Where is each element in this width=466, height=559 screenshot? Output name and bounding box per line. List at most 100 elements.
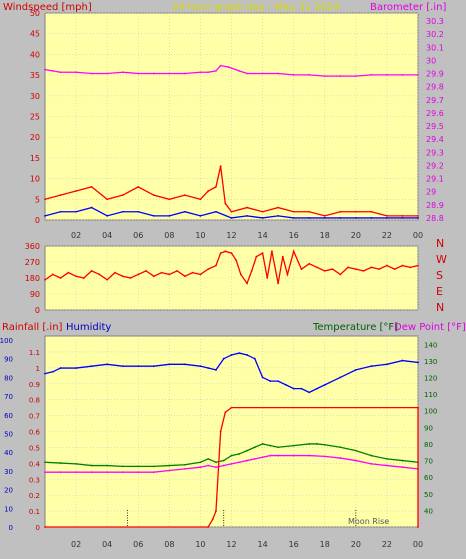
x-tick-label: 22: [382, 231, 392, 240]
wind-gust-point: [75, 190, 77, 192]
x-tick-label: 08: [164, 231, 174, 240]
humidity-y-tick-label: 80: [4, 374, 13, 382]
temperature-point: [316, 443, 318, 445]
x-tick-label: 02: [71, 231, 81, 240]
wind-average-point: [308, 217, 311, 219]
temperature-point: [401, 459, 404, 462]
humidity-point: [230, 354, 233, 356]
temperature-point: [386, 458, 388, 460]
barometer-point: [354, 75, 357, 78]
wind-direction-point: [183, 275, 186, 278]
x-tick-label: 04: [102, 540, 112, 549]
wind-direction-point: [82, 277, 85, 279]
temperature-y-tick-label: 80: [424, 441, 433, 449]
wind-y-tick-label: 40: [30, 50, 40, 59]
humidity-point: [386, 363, 388, 366]
wind-direction-point: [409, 266, 412, 269]
humidity-point: [316, 387, 318, 390]
barometer-point: [308, 73, 311, 76]
x-tick-label: 12: [226, 540, 236, 549]
dew-point-point: [370, 462, 373, 465]
dew-point-point: [168, 469, 171, 472]
wind-direction-point: [152, 275, 155, 278]
barometer-point: [339, 75, 342, 78]
dew-point-point: [339, 457, 342, 459]
rainfall-y-tick-label: 0.6: [29, 429, 41, 437]
rainfall-point: [224, 411, 227, 414]
barometer-point: [51, 70, 54, 72]
barometer-y-tick-label: 29.8: [426, 83, 444, 92]
wind-average-point: [339, 217, 342, 219]
wind-direction-point: [339, 273, 342, 276]
barometer-y-tick-label: 30.2: [426, 30, 444, 39]
wind-average-point: [106, 214, 109, 217]
temperature-point: [230, 454, 233, 457]
barometer-y-tick-label: 29: [426, 188, 436, 197]
wind-gust-point: [137, 185, 140, 188]
humidity-point: [284, 383, 287, 386]
barometer-y-tick-label: 30.3: [426, 17, 444, 26]
temperature-point: [269, 444, 272, 447]
dew-point-point: [215, 466, 217, 469]
temperature-y-tick-label: 50: [424, 491, 433, 499]
x-tick-label: 22: [382, 540, 392, 549]
humidity-point: [246, 354, 248, 356]
humidity-y-tick-label: 40: [4, 449, 13, 457]
wind-direction-point: [59, 277, 62, 279]
temperature-point: [277, 446, 280, 449]
humidity-point: [253, 357, 256, 360]
barometer-point: [238, 70, 241, 72]
humidity-point: [59, 367, 62, 369]
barometer-y-tick-label: 30: [426, 56, 436, 65]
wind-direction-point: [308, 262, 311, 265]
wind-direction-point: [292, 250, 295, 253]
rainfall-y-tick-label: 0.2: [29, 492, 40, 500]
temperature-point: [339, 446, 342, 449]
wind-gust-point: [386, 214, 388, 217]
wind-direction-point: [235, 259, 238, 262]
humidity-point: [75, 367, 77, 369]
wind-direction-point: [219, 252, 222, 255]
temperature-y-tick-label: 110: [424, 391, 437, 399]
humidity-point: [261, 376, 264, 379]
wind-gust-point: [417, 214, 419, 217]
temperature-y-tick-label: 90: [424, 424, 433, 432]
humidity-point: [292, 387, 295, 390]
humidity-point: [106, 363, 109, 366]
rainfall-y-tick-label: 0.8: [29, 397, 40, 405]
x-tick-label: 20: [351, 540, 361, 549]
wind-direction-point: [331, 268, 334, 271]
dew-point-point: [354, 459, 357, 462]
wind-gust-point: [219, 165, 222, 168]
wind-direction-point: [67, 271, 70, 274]
humidity-point: [308, 391, 311, 394]
barometer-point: [137, 72, 140, 75]
wind-direction-point: [90, 269, 93, 272]
dew-point-point: [207, 464, 210, 467]
wind-direction-point: [354, 268, 357, 271]
x-tick-label: 18: [320, 231, 330, 240]
wind-average-point: [246, 214, 248, 217]
dew-point-axis-label: Dew Point [°F]: [394, 322, 466, 333]
wind-average-point: [401, 217, 404, 219]
wind-average-point: [137, 210, 140, 213]
humidity-y-tick-label: 60: [4, 412, 13, 420]
wind-gust-point: [207, 190, 210, 192]
compass-label: N: [436, 237, 444, 250]
wind-gust-point: [224, 202, 227, 205]
rainfall-y-tick-label: 0.1: [29, 508, 40, 516]
barometer-point: [121, 71, 124, 74]
humidity-y-tick-label: 50: [4, 431, 13, 439]
wind-direction-point: [362, 269, 365, 272]
wind-average-point: [75, 210, 77, 213]
wind-gust-point: [59, 194, 62, 197]
wind-average-point: [59, 210, 62, 213]
barometer-point: [59, 71, 62, 74]
rainfall-y-tick-label: 0.7: [29, 413, 40, 421]
wind-direction-point: [255, 255, 258, 258]
barometer-point: [246, 72, 248, 75]
wind-gust-point: [152, 194, 155, 197]
wind-average-point: [90, 206, 93, 209]
wind-gust-point: [106, 198, 109, 201]
